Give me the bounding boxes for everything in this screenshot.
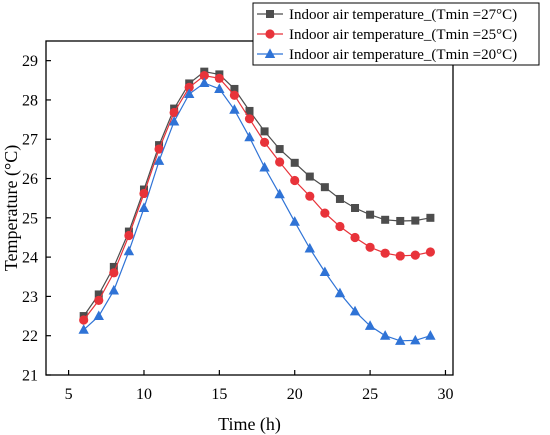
x-tick-label: 5: [65, 386, 73, 403]
data-point: [109, 262, 118, 271]
data-point: [290, 158, 299, 167]
x-tick-label: 10: [136, 386, 152, 403]
data-point: [410, 250, 420, 260]
data-point: [395, 335, 406, 345]
data-point: [425, 247, 435, 257]
data-point: [366, 210, 375, 219]
data-point: [184, 82, 194, 92]
data-point: [109, 268, 119, 278]
data-point: [214, 83, 225, 93]
y-tick-label: 23: [22, 289, 38, 306]
data-point: [214, 73, 224, 83]
data-point: [229, 104, 240, 114]
y-tick-label: 24: [22, 250, 38, 267]
y-tick-label: 25: [22, 210, 38, 227]
y-tick-label: 26: [22, 171, 38, 188]
data-point: [184, 88, 195, 99]
data-point: [334, 287, 346, 298]
data-point: [275, 157, 285, 167]
x-tick-label: 25: [362, 386, 378, 403]
x-tick-label: 15: [211, 386, 227, 403]
y-tick-label: 27: [22, 132, 38, 149]
data-point: [168, 115, 180, 126]
legend-marker: [266, 10, 274, 18]
data-point: [93, 310, 104, 321]
data-point: [94, 295, 104, 305]
data-point: [244, 114, 255, 124]
legend-marker: [264, 48, 276, 58]
data-point: [411, 216, 420, 225]
data-point: [335, 221, 345, 232]
plot-frame: [45, 40, 454, 376]
data-point: [349, 305, 361, 316]
data-point: [78, 324, 89, 334]
series-line: [83, 70, 431, 317]
legend-box: [252, 2, 540, 66]
data-point: [245, 106, 254, 115]
data-point: [123, 245, 135, 256]
data-point: [169, 107, 179, 118]
data-point: [380, 248, 390, 258]
data-point: [351, 204, 360, 212]
legend: Indoor air temperature_(Tmin =27°C) Indoo…: [252, 2, 540, 66]
data-point: [305, 172, 314, 181]
data-point: [275, 145, 284, 154]
data-point: [289, 216, 300, 226]
data-point: [290, 175, 300, 186]
series-3: [78, 77, 436, 345]
x-tick-label: 20: [287, 386, 303, 403]
x-axis-title: Time (h): [218, 414, 281, 435]
data-point: [364, 320, 376, 330]
data-point: [410, 334, 421, 345]
data-point: [154, 144, 164, 154]
data-point: [139, 188, 149, 199]
data-point: [319, 266, 331, 277]
data-point: [426, 213, 435, 222]
series-1: [79, 67, 435, 321]
legend-label: Indoor air temperature_(Tmin =20°C): [289, 47, 517, 63]
data-point: [230, 84, 239, 93]
data-point: [304, 242, 315, 253]
data-point: [395, 251, 405, 261]
axis-layer: 5 10 15 20 25 30 21 22 23 24 25 26 27 28 29: [22, 53, 453, 403]
data-point: [79, 315, 89, 325]
series-layer: [78, 67, 436, 345]
data-point: [305, 191, 315, 201]
data-point: [381, 215, 390, 224]
data-point: [335, 194, 344, 203]
data-point: [320, 183, 329, 192]
data-point: [108, 284, 120, 295]
data-point: [244, 131, 255, 142]
data-point: [259, 161, 270, 172]
x-tick-label: 30: [437, 386, 453, 403]
data-point: [138, 202, 150, 212]
y-tick-label: 29: [22, 53, 38, 70]
legend-label: Indoor air temperature_(Tmin =27°C): [289, 7, 517, 23]
y-tick-label: 21: [22, 368, 38, 385]
data-point: [379, 330, 391, 340]
data-point: [396, 216, 405, 225]
series-line: [83, 74, 431, 321]
data-point: [320, 208, 330, 218]
data-point: [124, 230, 134, 241]
legend-label: Indoor air temperature_(Tmin =25°C): [289, 27, 517, 43]
data-point: [365, 242, 375, 252]
data-point: [260, 127, 269, 136]
data-point: [199, 70, 209, 81]
y-axis-title: Temperature (°C): [1, 145, 22, 271]
data-point: [259, 137, 270, 147]
data-point: [199, 77, 210, 88]
legend-marker: [265, 29, 275, 39]
data-point: [274, 188, 285, 199]
data-point: [229, 90, 240, 100]
y-tick-label: 22: [22, 328, 38, 345]
data-point: [153, 155, 165, 165]
series-2: [79, 70, 435, 325]
data-point: [425, 330, 436, 340]
data-point: [94, 290, 103, 299]
data-point: [350, 232, 360, 243]
y-tick-label: 28: [22, 92, 38, 109]
